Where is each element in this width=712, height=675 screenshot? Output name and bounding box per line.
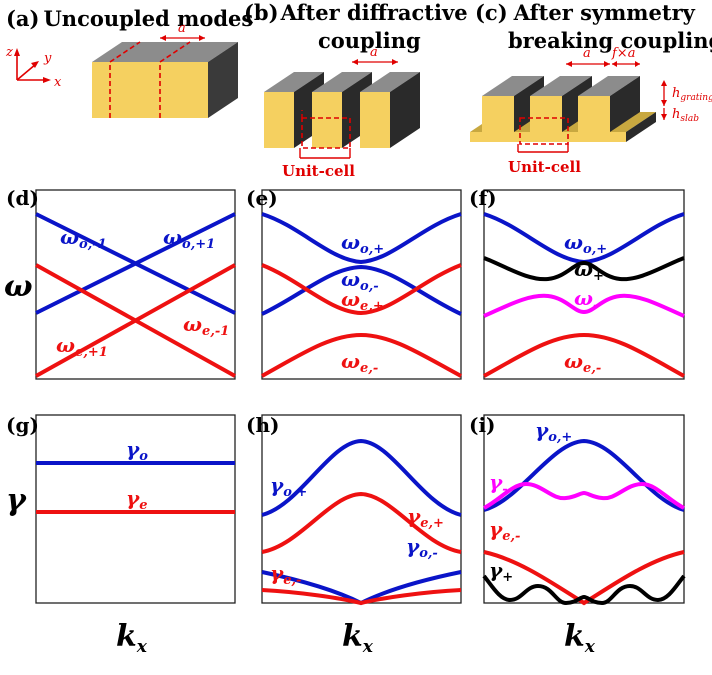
panel-g: (g) γo γe [6, 413, 236, 604]
label-f-omega-o-plus: ωo,+ [564, 230, 607, 257]
panel-e: (e) ωo,+ ωo,- ωe,+ ωe,- [246, 186, 462, 380]
fill-factor-label: f×a [611, 46, 635, 61]
label-d-omega-e-minus1: ωe,-1 [183, 312, 229, 339]
unit-cell-label-c: Unit-cell [508, 158, 581, 176]
diffractive-grating: a Unit-cell [264, 45, 420, 180]
label-e-omega-o-minus: ωo,- [341, 267, 379, 294]
panel-f-tag: (f) [469, 186, 497, 210]
panel-h: (h) γo,+ γe,+ γo,- γe,- [246, 413, 462, 606]
label-h-gamma-o-minus: γo,- [406, 534, 438, 561]
curve-e-omega-e-plus [261, 263, 462, 316]
label-h-gamma-e-minus: γe,- [270, 561, 301, 588]
curve-e-omega-e-minus [261, 332, 462, 378]
label-e-omega-e-minus: ωe,- [341, 349, 378, 376]
unit-cell-label-b: Unit-cell [282, 162, 355, 180]
label-i-gamma-plus: γ+ [489, 558, 513, 585]
curve-h-gamma-e-minus [261, 588, 462, 606]
label-f-omega-e-minus: ωe,- [564, 349, 601, 376]
curve-h-gamma-e-plus [261, 491, 462, 554]
curve-i-gamma-minus [483, 481, 685, 510]
panel-a-title: (a) Uncoupled modes [6, 6, 253, 31]
label-f-omega-minus: ω- [574, 286, 598, 313]
axis-x-label: x [54, 75, 62, 90]
x-axis-label-g: kx [116, 619, 148, 657]
y-axis-label-omega: ω [4, 269, 33, 304]
panel-i: (i) γo,+ γ- γe,- γ+ [469, 413, 686, 606]
x-axis-label-h: kx [342, 619, 374, 657]
panel-b-title-line1: (b)After diffractive [244, 0, 468, 25]
label-d-omega-e-plus1: ωe,+1 [56, 333, 108, 360]
period-label-a: a [178, 21, 186, 36]
uncoupled-slab: a [92, 21, 238, 118]
panel-i-tag: (i) [469, 413, 496, 437]
panel-g-tag: (g) [6, 413, 39, 437]
curve-d-omega-e-minus1 [35, 263, 236, 378]
period-label-b: a [370, 45, 378, 60]
panel-f: (f) ωo,+ ω+ ω- ωe,- [469, 186, 685, 380]
period-label-c: a [583, 46, 591, 61]
panel-c-title-line2: breaking coupling [508, 28, 712, 53]
label-i-gamma-minus: γ- [489, 470, 508, 497]
y-axis-label-gamma: γ [6, 483, 27, 518]
label-h-gamma-o-plus: γo,+ [270, 473, 307, 500]
panel-d: (d) ωo,-1 ωo,+1 ωe,+1 ωe,-1 [6, 186, 236, 380]
curve-i-gamma-e-minus [483, 550, 685, 606]
label-f-omega-plus: ω+ [574, 257, 604, 284]
curve-i-gamma-plus [482, 574, 686, 606]
panel-c-title-line1: (c) After symmetry [475, 0, 696, 25]
label-d-omega-o-minus1: ωo,-1 [60, 225, 107, 252]
curve-i-gamma-o-plus [483, 438, 685, 512]
axis-y-label: y [43, 51, 52, 66]
h-slab-label: hslab [672, 107, 699, 124]
coordinate-axes: z y x [5, 45, 62, 90]
label-g-gamma-o: γo [126, 437, 148, 464]
label-e-omega-e-plus: ωe,+ [341, 287, 384, 314]
curve-f-omega-e-minus [483, 332, 685, 378]
curve-e-omega-o-plus [261, 212, 462, 265]
panel-b-title-line2: coupling [318, 28, 421, 53]
label-e-omega-o-plus: ωo,+ [341, 230, 384, 257]
panel-h-tag: (h) [246, 413, 279, 437]
label-h-gamma-e-plus: γe,+ [407, 504, 444, 531]
symmetry-breaking-grating: a f×a hgrating hslab Unit-cell [470, 46, 712, 176]
curve-d-omega-o-plus1 [35, 212, 236, 315]
curve-f-omega-plus [483, 256, 685, 282]
curve-f-omega-minus [483, 293, 685, 318]
h-grating-label: hgrating [672, 86, 712, 103]
label-i-gamma-o-plus: γo,+ [535, 418, 572, 445]
axis-z-label: z [5, 45, 13, 60]
curve-h-gamma-o-plus [261, 438, 462, 517]
curve-e-omega-o-minus [261, 264, 462, 316]
panel-d-tag: (d) [6, 186, 39, 210]
label-d-omega-o-plus1: ωo,+1 [163, 225, 215, 252]
label-g-gamma-e: γe [126, 486, 147, 513]
label-i-gamma-e-minus: γe,- [489, 517, 520, 544]
x-axis-label-i: kx [564, 619, 596, 657]
panel-e-tag: (e) [246, 186, 278, 210]
